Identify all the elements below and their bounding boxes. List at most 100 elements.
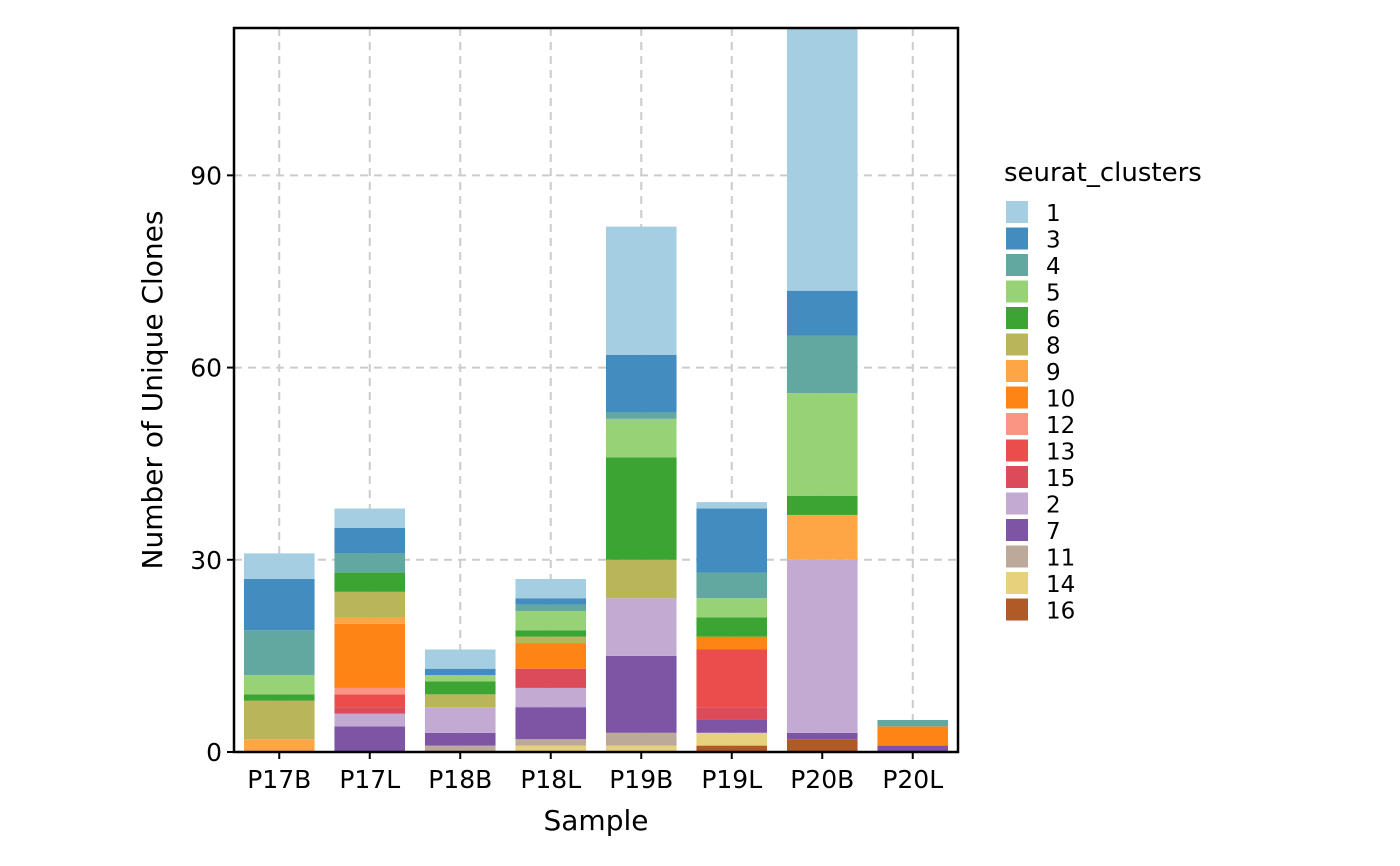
bar-segment xyxy=(334,553,406,573)
bar-segment xyxy=(243,553,315,580)
bar-segment xyxy=(605,732,677,746)
bar-segment xyxy=(605,559,677,599)
legend-title: seurat_clusters xyxy=(1004,158,1202,188)
bar-segment xyxy=(243,739,315,752)
bar-segment xyxy=(334,694,406,708)
bar-segment xyxy=(424,675,496,682)
bar-segment xyxy=(696,598,768,618)
x-tick-label: P19L xyxy=(701,765,762,794)
bar-segment xyxy=(605,412,677,419)
legend-label: 10 xyxy=(1046,387,1075,413)
legend-swatch xyxy=(1006,386,1028,409)
plot-frame xyxy=(232,26,960,754)
x-tick-label: P18L xyxy=(520,765,581,794)
bar-segment xyxy=(605,354,677,413)
bar-segment xyxy=(696,508,768,573)
x-tick-label: P17L xyxy=(339,765,400,794)
legend-swatch xyxy=(1006,466,1028,488)
bar-segment xyxy=(243,675,315,695)
y-tick-label: 60 xyxy=(190,354,222,383)
bar-segment xyxy=(424,732,496,746)
bar-segment xyxy=(515,630,587,637)
bar-segment xyxy=(877,745,949,752)
bar-segment xyxy=(786,290,858,336)
bar-segment xyxy=(786,28,858,291)
legend-swatch xyxy=(1006,519,1028,541)
y-tick-label: 30 xyxy=(190,546,222,575)
bar-segment xyxy=(605,226,677,355)
y-tick-label: 0 xyxy=(206,738,222,767)
legend-label: 7 xyxy=(1046,519,1061,545)
y-axis-title: Number of Unique Clones xyxy=(136,211,169,570)
x-tick-label: P20L xyxy=(882,765,943,794)
bar-segment xyxy=(786,559,858,733)
legend-swatch xyxy=(1006,360,1028,382)
legend-swatch xyxy=(1006,492,1028,515)
y-tick-label: 90 xyxy=(190,161,222,190)
bar-segment xyxy=(334,508,406,528)
bar-segment xyxy=(334,623,406,688)
x-axis: P17B P17L P18B P18L P19B P19L P20B P20L xyxy=(247,752,943,794)
bar-segment xyxy=(515,745,587,752)
bars xyxy=(243,28,949,752)
bar-segment xyxy=(334,713,406,727)
legend-label: 4 xyxy=(1046,254,1061,280)
bar-segment xyxy=(515,611,587,631)
x-tick-label: P20B xyxy=(790,765,854,794)
bar-segment xyxy=(786,335,858,394)
bar-segment xyxy=(515,598,587,605)
legend-label: 3 xyxy=(1046,228,1061,254)
legend-swatch xyxy=(1006,307,1028,329)
legend-label: 5 xyxy=(1046,281,1061,307)
bar-segment xyxy=(696,649,768,708)
bar-segment xyxy=(877,719,949,727)
legend-swatch xyxy=(1006,201,1028,223)
legend-label: 8 xyxy=(1046,334,1061,360)
x-tick-label: P17B xyxy=(247,765,311,794)
bar-segment xyxy=(605,418,677,458)
bar-segment xyxy=(424,745,496,752)
bar-segment xyxy=(605,655,677,733)
bar-segment xyxy=(605,598,677,656)
bar-segment xyxy=(696,732,768,746)
bar-segment xyxy=(786,495,858,515)
legend-label: 15 xyxy=(1046,466,1075,492)
bar-segment xyxy=(605,457,677,560)
legend-swatch xyxy=(1006,572,1028,594)
bar-segment xyxy=(515,643,587,669)
x-axis-title: Sample xyxy=(544,804,649,837)
bar-segment xyxy=(786,732,858,740)
bar-segment xyxy=(424,668,496,676)
bar-segment xyxy=(334,591,406,618)
bar-segment xyxy=(696,707,768,720)
bar-segment xyxy=(424,649,496,669)
x-tick-label: P19B xyxy=(609,765,673,794)
bar-segment xyxy=(696,745,768,752)
legend-label: 13 xyxy=(1046,440,1075,466)
legend-label: 14 xyxy=(1046,572,1075,598)
bar-segment xyxy=(696,502,768,509)
bar-segment xyxy=(605,745,677,752)
bar-segment xyxy=(334,726,406,752)
bar-segment xyxy=(696,719,768,733)
legend-label: 9 xyxy=(1046,360,1061,386)
legend-swatch xyxy=(1006,227,1028,250)
bar-segment xyxy=(243,694,315,701)
bar-segment xyxy=(334,527,406,554)
y-axis: 0 30 60 90 xyxy=(190,161,234,767)
bar-segment xyxy=(243,700,315,740)
legend-label: 2 xyxy=(1046,493,1061,519)
bar-segment xyxy=(696,636,768,650)
bar-segment xyxy=(515,636,587,644)
bar-segment xyxy=(334,572,406,592)
legend-swatch xyxy=(1006,333,1028,356)
bar-segment xyxy=(243,630,315,676)
legend-swatch xyxy=(1006,254,1028,276)
bar-segment xyxy=(786,514,858,560)
legend-label: 16 xyxy=(1046,599,1075,625)
legend-swatch xyxy=(1006,545,1028,568)
bar-segment xyxy=(334,687,406,695)
x-tick-label: P18B xyxy=(428,765,492,794)
